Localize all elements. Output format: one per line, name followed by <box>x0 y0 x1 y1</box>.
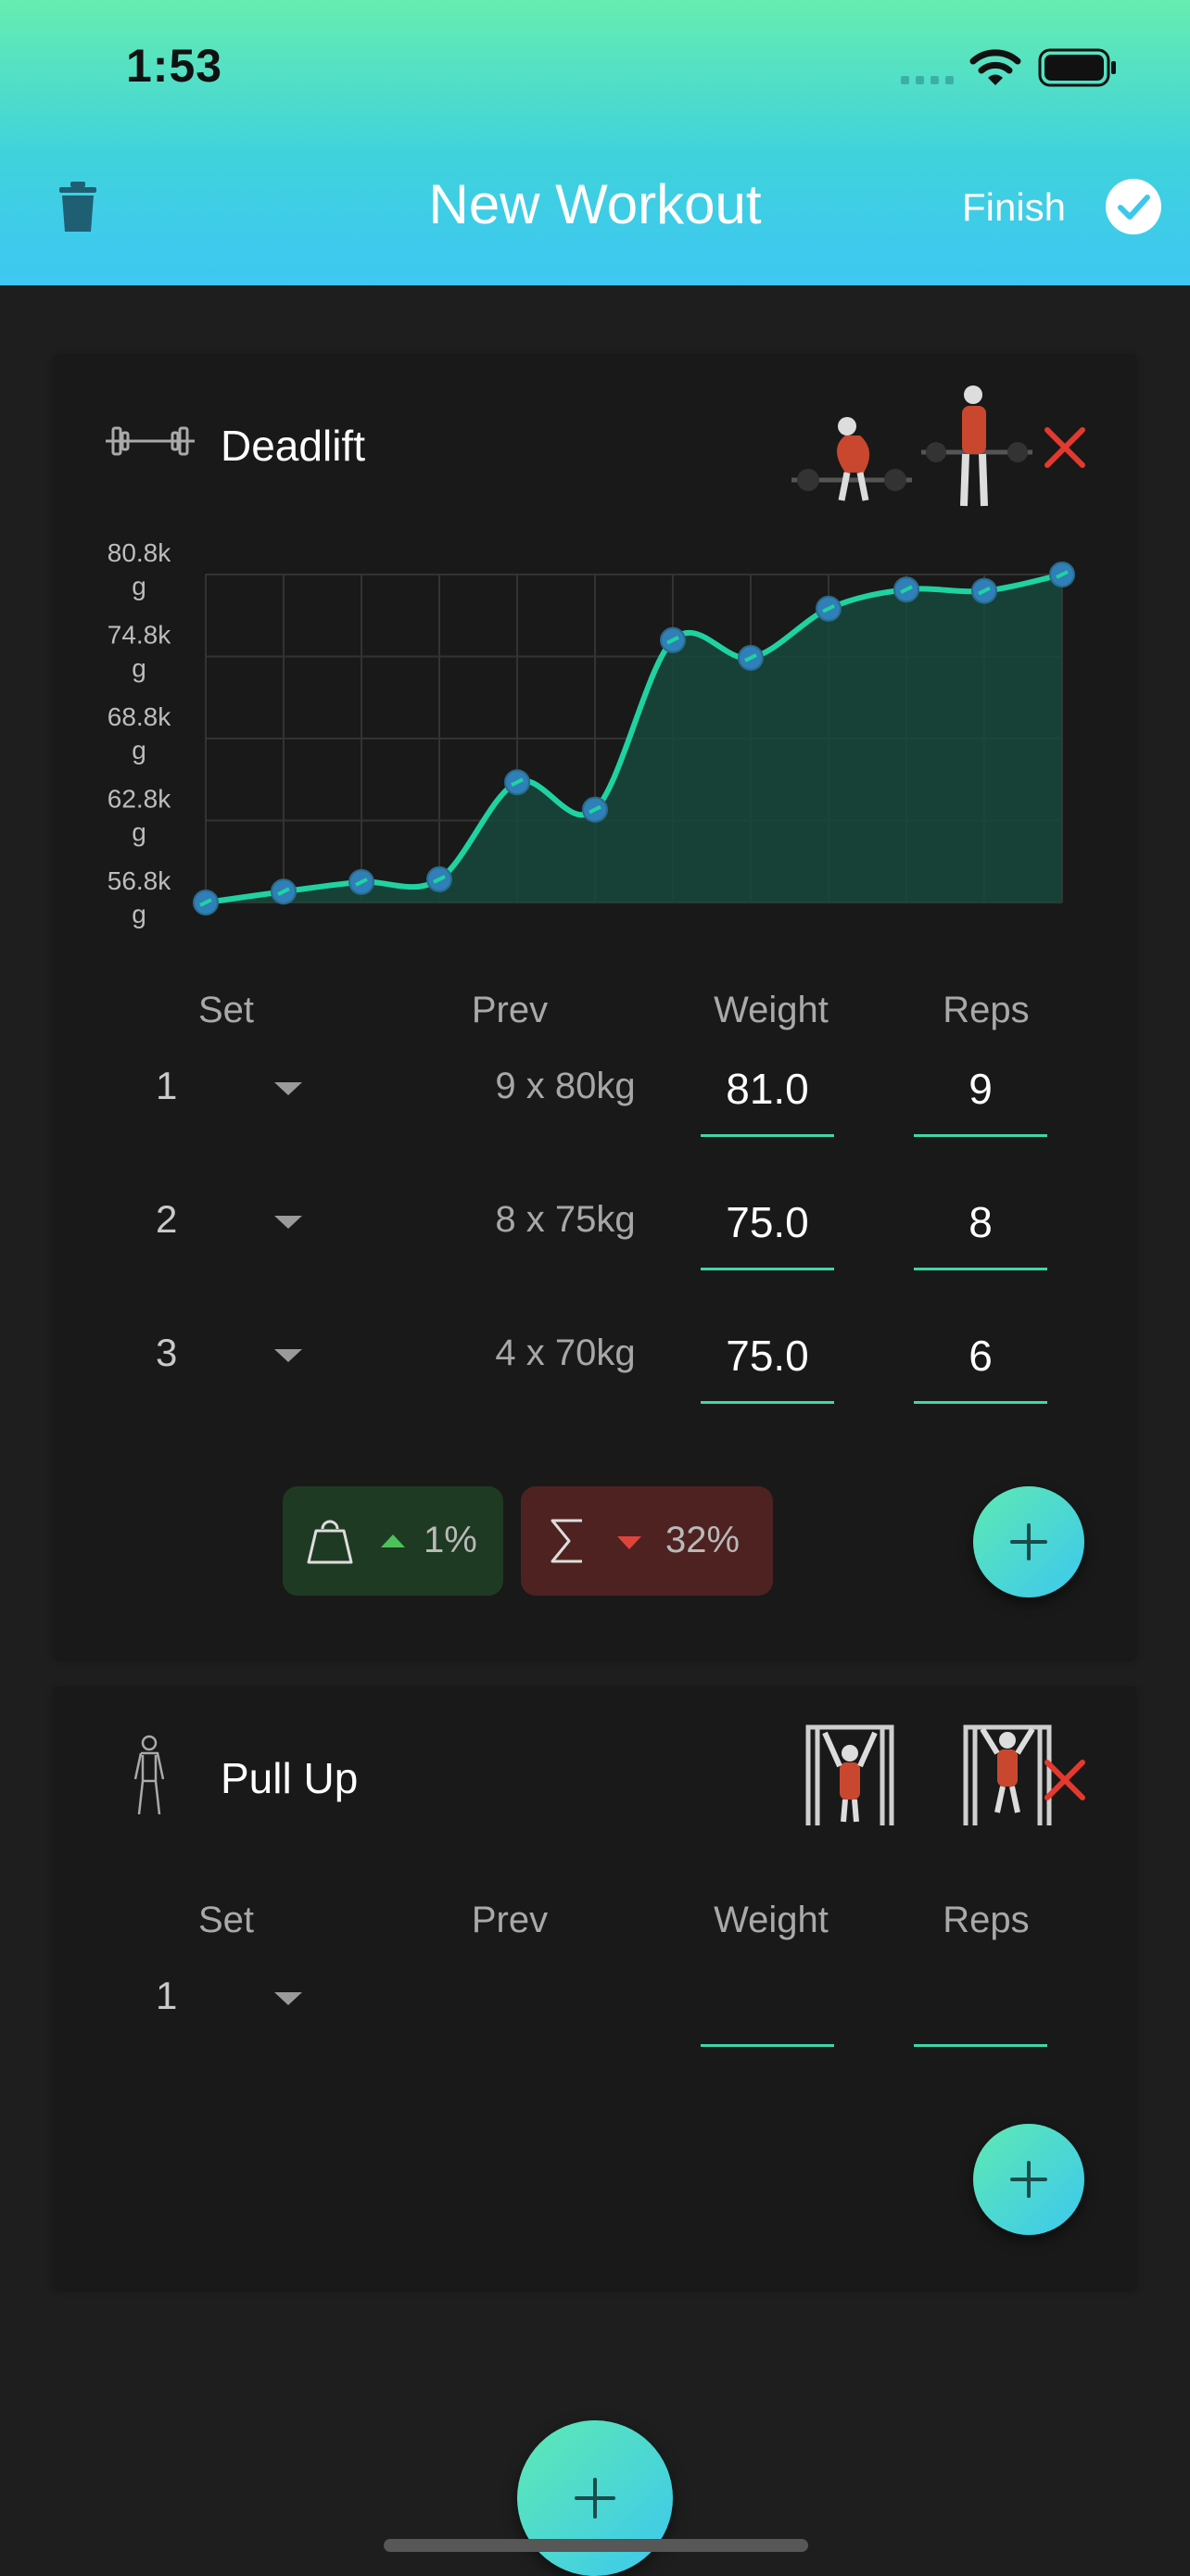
set-number: 2 <box>156 1197 178 1241</box>
sigma-icon <box>551 1519 582 1563</box>
column-header-prev: Prev <box>471 1900 549 1940</box>
deadlift-illustration <box>791 385 1032 507</box>
column-header-weight: Weight <box>714 990 829 1030</box>
column-header-prev: Prev <box>471 990 549 1030</box>
chart-area-fill <box>206 575 1062 903</box>
previous-set: 4 x 70kg <box>495 1332 636 1373</box>
chart-point-mark <box>666 636 679 645</box>
y-tick-label: 62.8k g <box>108 785 171 847</box>
column-header-reps: Reps <box>943 1900 1030 1940</box>
app-header: 1:53 New Workout Finish <box>0 0 1190 285</box>
column-header-reps: Reps <box>943 990 1030 1030</box>
previous-set: 8 x 75kg <box>495 1199 636 1240</box>
y-tick-label: 56.8k g <box>108 866 171 928</box>
arrow-down-icon <box>617 1536 641 1549</box>
set-row: 1 <box>54 1953 1136 2055</box>
body-icon <box>133 1735 165 1815</box>
chart-point-mark <box>355 878 368 887</box>
set-number: 3 <box>156 1331 178 1374</box>
previous-set: 9 x 80kg <box>495 1066 636 1106</box>
arrow-up-icon <box>381 1534 405 1547</box>
set-row: 2 8 x 75kg 75.0 8 <box>54 1177 1136 1279</box>
set-number: 1 <box>156 1064 178 1107</box>
stat-value: 1% <box>424 1520 477 1560</box>
trash-icon[interactable] <box>57 182 98 234</box>
weight-input[interactable]: 75.0 <box>701 1310 834 1404</box>
chart-point-mark <box>744 653 757 663</box>
plus-icon <box>1010 1523 1047 1560</box>
check-circle-icon <box>1106 179 1161 234</box>
reps-input[interactable]: 9 <box>914 1043 1047 1137</box>
reps-input[interactable] <box>914 1953 1047 2047</box>
chart-point-mark <box>822 604 835 613</box>
chart-point-mark <box>433 875 446 884</box>
set-type-dropdown-icon[interactable] <box>272 1990 304 2007</box>
plus-icon <box>575 2478 615 2519</box>
total-change-badge: 32% <box>521 1486 773 1596</box>
y-tick-label: 80.8k g <box>108 538 171 600</box>
volume-change-badge: 1% <box>283 1486 503 1596</box>
add-set-button[interactable] <box>973 2124 1084 2235</box>
y-tick-label: 74.8k g <box>108 621 171 683</box>
weight-input[interactable]: 75.0 <box>701 1177 834 1270</box>
chart-point-mark <box>511 777 524 787</box>
exercise-card-deadlift: Deadlift 56.8k g 62.8k g 68.8k g 74.8k g 80.8k g … <box>54 354 1136 1659</box>
home-indicator[interactable] <box>384 2539 808 2552</box>
exercise-name: Deadlift <box>221 422 365 470</box>
status-time: 1:53 <box>126 40 223 92</box>
add-exercise-button[interactable] <box>517 2420 673 2576</box>
finish-button[interactable]: Finish <box>955 172 1168 237</box>
finish-label: Finish <box>962 185 1067 229</box>
wifi-icon <box>969 49 1021 85</box>
pull-up-illustration <box>805 1724 1052 1825</box>
chart-point-mark <box>978 586 991 596</box>
cellular-signal-icon <box>901 76 954 84</box>
set-type-dropdown-icon[interactable] <box>272 1080 304 1097</box>
set-row: 1 9 x 80kg 81.0 9 <box>54 1043 1136 1145</box>
chart-point-mark <box>199 898 212 907</box>
y-tick-label: 68.8k g <box>108 702 171 764</box>
exercise-name: Pull Up <box>221 1754 359 1802</box>
column-header-set: Set <box>197 990 255 1030</box>
set-number: 1 <box>156 1974 178 2017</box>
set-type-dropdown-icon[interactable] <box>272 1214 304 1231</box>
column-header-weight: Weight <box>714 1900 829 1940</box>
barbell-icon <box>106 426 195 456</box>
chart-point-mark <box>589 804 601 814</box>
reps-input[interactable]: 8 <box>914 1177 1047 1270</box>
add-set-button[interactable] <box>973 1486 1084 1597</box>
plus-icon <box>1010 2161 1047 2198</box>
set-type-dropdown-icon[interactable] <box>272 1347 304 1364</box>
chart-point-mark <box>1056 570 1069 579</box>
weight-icon <box>307 1520 353 1564</box>
set-row: 3 4 x 70kg 75.0 6 <box>54 1310 1136 1412</box>
battery-icon <box>1038 48 1116 87</box>
chart-point-mark <box>900 585 913 595</box>
weight-input[interactable] <box>701 1953 834 2047</box>
progress-chart: 56.8k g 62.8k g 68.8k g 74.8k g 80.8k g <box>108 538 1075 928</box>
reps-input[interactable]: 6 <box>914 1310 1047 1404</box>
stat-value: 32% <box>665 1520 741 1560</box>
column-header-set: Set <box>197 1900 255 1940</box>
chart-point-mark <box>277 887 290 896</box>
weight-input[interactable]: 81.0 <box>701 1043 834 1137</box>
page-title: New Workout <box>428 173 762 235</box>
exercise-card-pull-up: Pull Up Set Prev Weight Reps 1 <box>54 1686 1136 2289</box>
remove-exercise-icon[interactable] <box>1044 1759 1086 1801</box>
remove-exercise-icon[interactable] <box>1044 426 1086 469</box>
